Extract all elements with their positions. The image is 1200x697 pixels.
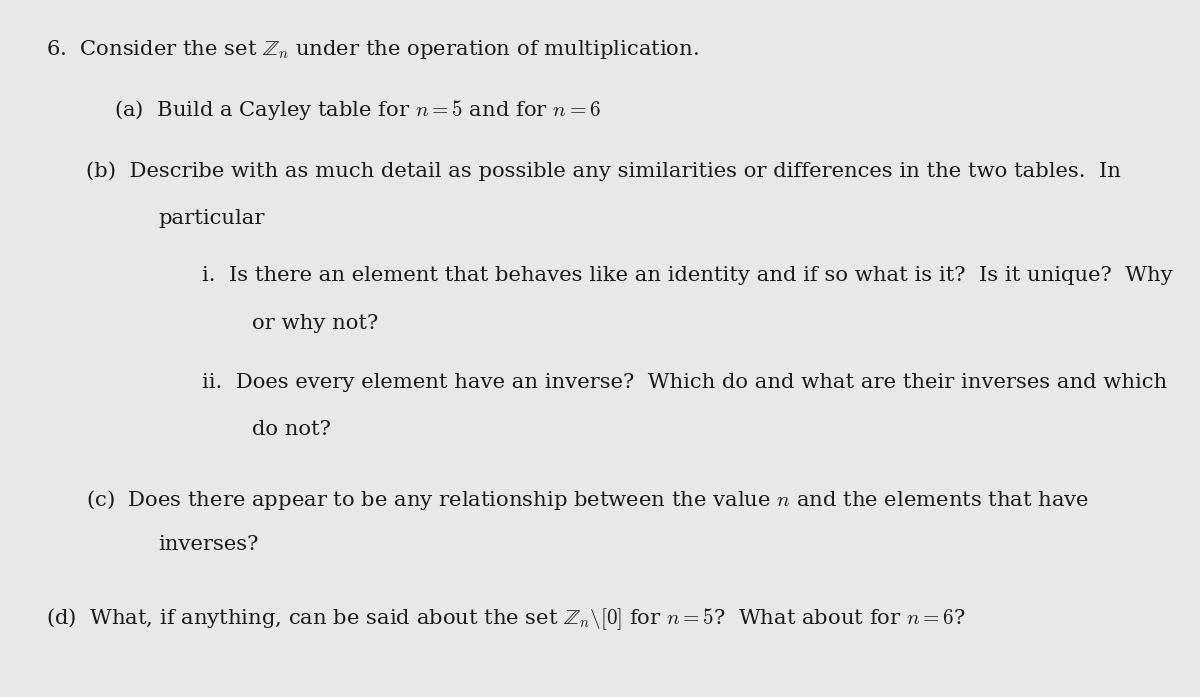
Text: do not?: do not?	[252, 420, 331, 438]
Text: 6.  Consider the set $\mathbb{Z}_n$ under the operation of multiplication.: 6. Consider the set $\mathbb{Z}_n$ under…	[46, 38, 698, 61]
Text: (a)  Build a Cayley table for $n = 5$ and for $n = 6$: (a) Build a Cayley table for $n = 5$ and…	[114, 98, 601, 121]
Text: ii.  Does every element have an inverse?  Which do and what are their inverses a: ii. Does every element have an inverse? …	[202, 373, 1166, 392]
Text: (d)  What, if anything, can be said about the set $\mathbb{Z}_n\backslash[0]$ fo: (d) What, if anything, can be said about…	[46, 606, 965, 632]
Text: inverses?: inverses?	[158, 535, 259, 553]
Text: i.  Is there an element that behaves like an identity and if so what is it?  Is : i. Is there an element that behaves like…	[202, 266, 1172, 285]
Text: or why not?: or why not?	[252, 314, 378, 332]
Text: particular: particular	[158, 209, 265, 228]
Text: (b)  Describe with as much detail as possible any similarities or differences in: (b) Describe with as much detail as poss…	[86, 162, 1121, 181]
Text: (c)  Does there appear to be any relationship between the value $n$ and the elem: (c) Does there appear to be any relation…	[86, 488, 1090, 512]
